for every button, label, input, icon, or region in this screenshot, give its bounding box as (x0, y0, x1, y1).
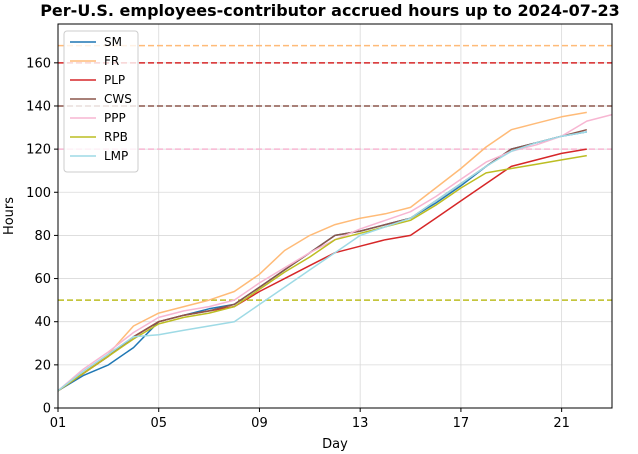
x-tick-label: 09 (251, 416, 268, 431)
y-tick-label: 80 (34, 229, 51, 244)
legend-label: LMP (104, 149, 128, 163)
y-tick-label: 160 (26, 56, 51, 71)
plot-background (58, 24, 612, 408)
y-tick-label: 120 (26, 143, 51, 158)
y-tick-label: 100 (26, 186, 51, 201)
series-line-cws (57, 128, 587, 392)
y-axis: 0 20 40 60 80 100 120 140 160 (26, 56, 58, 417)
legend-label: PLP (104, 73, 125, 87)
y-tick-label: 0 (43, 402, 51, 417)
x-tick-label: 05 (150, 416, 167, 431)
x-axis-label: Day (322, 437, 348, 452)
legend-label: SM (104, 35, 122, 49)
series-line-rpb (57, 154, 587, 392)
series-lines (57, 111, 613, 392)
legend: SM FR PLP CWS PPP RPB LMP (63, 30, 139, 173)
series-line-lmp (57, 131, 587, 392)
x-tick-label: 17 (453, 416, 470, 431)
chart-title: Per-U.S. employees-contributor accrued h… (40, 1, 620, 20)
y-tick-label: 140 (26, 99, 51, 114)
legend-label: RPB (104, 130, 128, 144)
plot-frame (57, 23, 613, 409)
x-axis: 01 05 09 13 17 21 (50, 408, 570, 431)
y-axis-label: Hours (2, 197, 17, 235)
x-tick-label: 21 (553, 416, 570, 431)
series-line-fr (57, 111, 587, 392)
y-tick-label: 60 (34, 272, 51, 287)
y-tick-label: 20 (34, 358, 51, 373)
legend-label: PPP (104, 111, 126, 125)
y-tick-label: 40 (34, 315, 51, 330)
x-tick-label: 13 (352, 416, 369, 431)
x-tick-label: 01 (50, 416, 67, 431)
legend-label: CWS (104, 92, 132, 106)
legend-label: FR (104, 54, 119, 68)
